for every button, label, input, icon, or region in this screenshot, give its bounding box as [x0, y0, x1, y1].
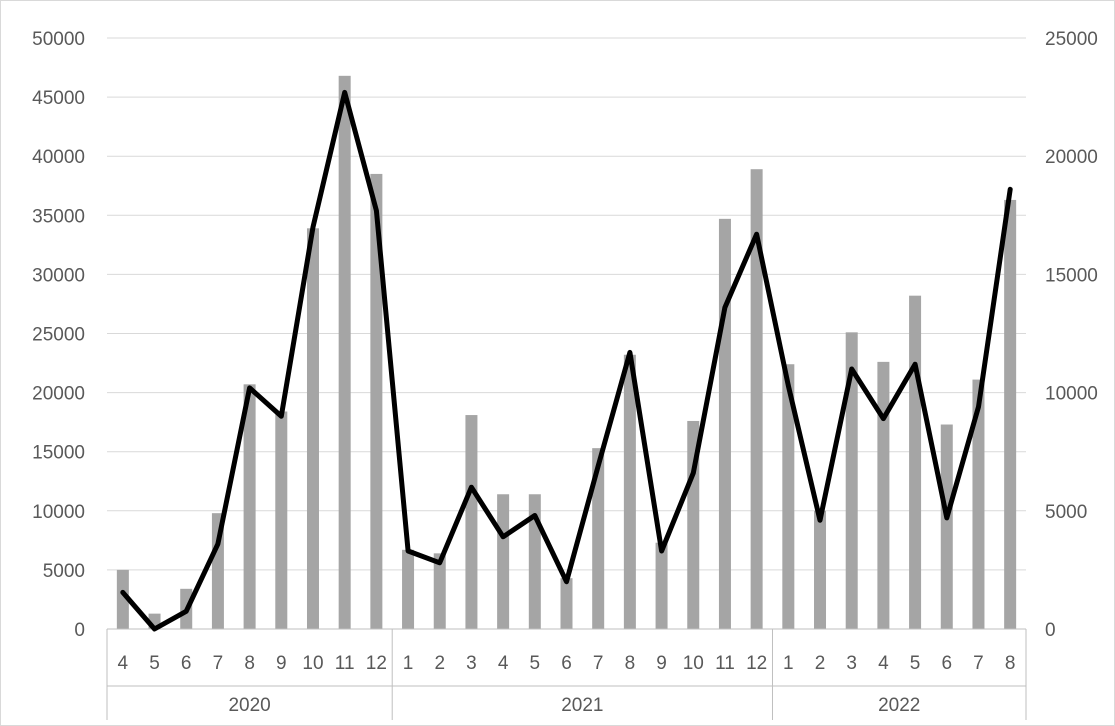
- gridlines: [107, 37, 1026, 571]
- y-left-tick-label: 0: [74, 620, 85, 641]
- bar: [592, 448, 605, 629]
- x-year-label: 2021: [561, 695, 603, 716]
- x-month-label: 6: [181, 653, 192, 674]
- bar: [623, 354, 636, 629]
- bar: [243, 384, 256, 629]
- bar: [560, 578, 573, 629]
- x-month-label: 4: [878, 653, 889, 674]
- line-series: [120, 89, 1013, 632]
- bar: [433, 553, 446, 629]
- y-right-tick-label: 5000: [1045, 502, 1087, 523]
- x-month-label: 3: [846, 653, 857, 674]
- tick-labels: 0500010000150002000025000300003500040000…: [32, 29, 1098, 716]
- x-month-label: 6: [941, 653, 952, 674]
- bar: [877, 361, 890, 629]
- x-month-label: 4: [498, 653, 509, 674]
- series-line: [120, 89, 1013, 632]
- bar: [972, 379, 985, 629]
- x-month-label: 8: [625, 653, 636, 674]
- bar: [909, 295, 922, 629]
- y-right-tick-label: 10000: [1045, 384, 1098, 405]
- x-month-label: 4: [118, 653, 129, 674]
- y-left-tick-label: 25000: [32, 325, 85, 346]
- bar: [655, 542, 668, 629]
- y-left-tick-label: 45000: [32, 88, 85, 109]
- bar: [718, 218, 731, 629]
- x-month-label: 9: [656, 653, 667, 674]
- y-left-tick-label: 30000: [32, 265, 85, 286]
- y-left-tick-label: 20000: [32, 384, 85, 405]
- y-left-tick-label: 10000: [32, 502, 85, 523]
- x-month-label: 8: [1005, 653, 1016, 674]
- axes: [106, 628, 1027, 720]
- x-month-label: 12: [746, 653, 767, 674]
- y-left-tick-label: 40000: [32, 147, 85, 168]
- bar: [116, 569, 129, 629]
- bar: [211, 513, 224, 629]
- x-year-label: 2022: [878, 695, 920, 716]
- y-right-tick-label: 20000: [1045, 147, 1098, 168]
- x-month-label: 1: [403, 653, 414, 674]
- x-month-label: 2: [434, 653, 445, 674]
- x-month-label: 5: [910, 653, 921, 674]
- bar: [814, 510, 827, 629]
- x-month-label: 5: [530, 653, 541, 674]
- y-left-tick-label: 50000: [32, 29, 85, 50]
- bar: [940, 424, 953, 629]
- y-left-tick-label: 15000: [32, 443, 85, 464]
- x-month-label: 3: [466, 653, 477, 674]
- x-month-label: 12: [366, 653, 387, 674]
- x-month-label: 6: [561, 653, 572, 674]
- bar: [750, 169, 763, 629]
- bar: [338, 75, 351, 630]
- bar-series: [116, 75, 1017, 630]
- x-month-label: 10: [683, 653, 704, 674]
- y-right-tick-label: 15000: [1045, 265, 1098, 286]
- bar: [306, 228, 319, 629]
- x-month-label: 5: [149, 653, 160, 674]
- bar: [687, 420, 700, 629]
- x-month-label: 7: [593, 653, 604, 674]
- bar: [275, 411, 288, 629]
- y-right-tick-label: 25000: [1045, 29, 1098, 50]
- bar: [465, 415, 478, 629]
- x-year-label: 2020: [228, 695, 270, 716]
- bar: [370, 173, 383, 629]
- bar: [1004, 199, 1017, 629]
- bar: [497, 494, 510, 629]
- x-month-label: 10: [302, 653, 323, 674]
- bar: [845, 332, 858, 629]
- x-month-label: 11: [335, 653, 355, 674]
- bar: [528, 494, 541, 629]
- x-month-label: 7: [973, 653, 984, 674]
- bar: [782, 364, 795, 629]
- bar: [402, 549, 415, 629]
- y-right-tick-label: 0: [1045, 620, 1056, 641]
- x-month-label: 2: [815, 653, 826, 674]
- x-month-label: 8: [244, 653, 255, 674]
- x-month-label: 9: [276, 653, 287, 674]
- x-month-label: 11: [715, 653, 735, 674]
- y-left-tick-label: 5000: [43, 561, 85, 582]
- y-left-tick-label: 35000: [32, 206, 85, 227]
- x-month-label: 7: [213, 653, 224, 674]
- x-month-label: 1: [783, 653, 794, 674]
